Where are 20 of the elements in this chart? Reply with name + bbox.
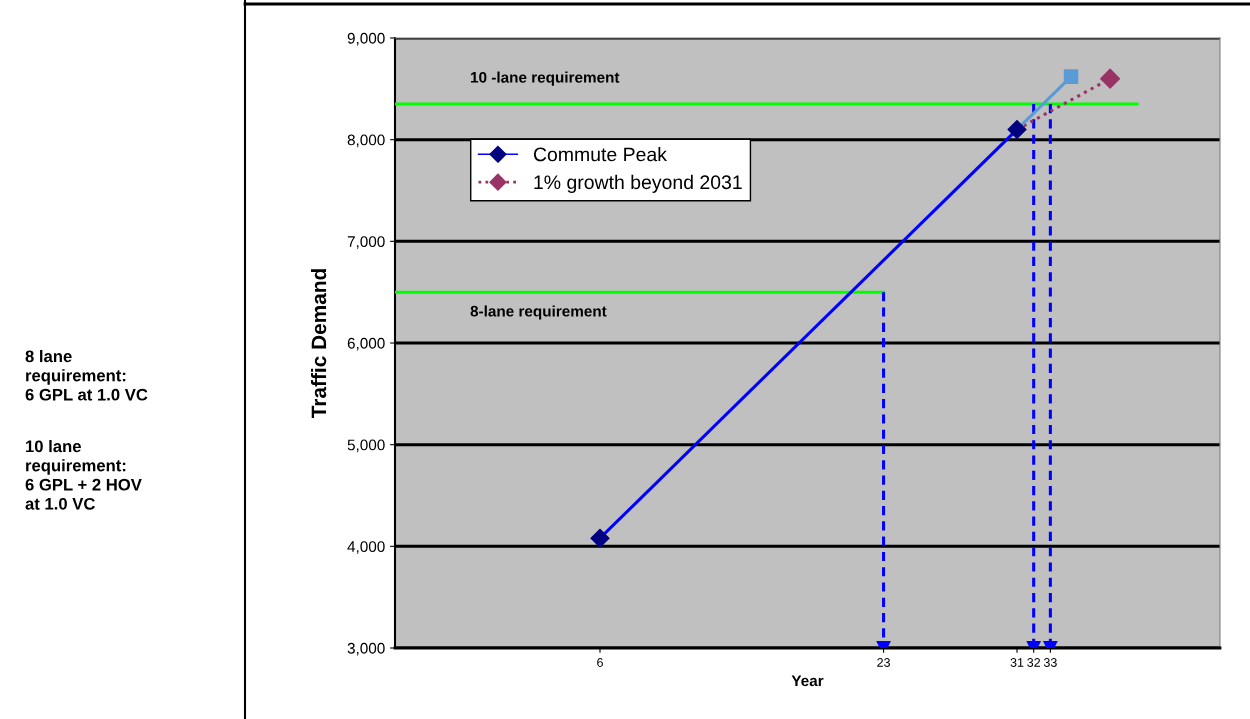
y-tick-label: 8,000 [347, 134, 385, 148]
x-tick-label: 33 [1043, 658, 1057, 667]
y-tick-label: 6,000 [347, 337, 385, 351]
x-tick-label: 32 [1027, 658, 1041, 667]
series-label: 10 -lane requirement [471, 71, 620, 86]
x-tick-label: 31 [1010, 658, 1024, 667]
y-tick-label: 3,000 [347, 642, 385, 656]
x-tick-label: 6 [597, 658, 603, 667]
text: 8 lane requirement: 6 GPL at 1.0 VC [25, 350, 148, 401]
text: 10 lane requirement: 6 GPL + 2 HOV at 1.0 VC [25, 440, 142, 510]
y-axis-title: Traffic Demand [310, 269, 327, 419]
y-tick-label: 5,000 [347, 439, 385, 453]
series-label: 8-lane requirement [470, 305, 607, 320]
x-tick-label: 23 [877, 658, 890, 667]
legend-label: Commute Peak [533, 147, 667, 162]
legend-label: 1% growth beyond 2031 [534, 174, 742, 193]
y-tick-label: 4,000 [347, 541, 385, 554]
x-axis-title: Year [791, 675, 824, 687]
y-tick-label: 9,000 [347, 32, 385, 46]
y-tick-label: 7,000 [347, 236, 385, 249]
